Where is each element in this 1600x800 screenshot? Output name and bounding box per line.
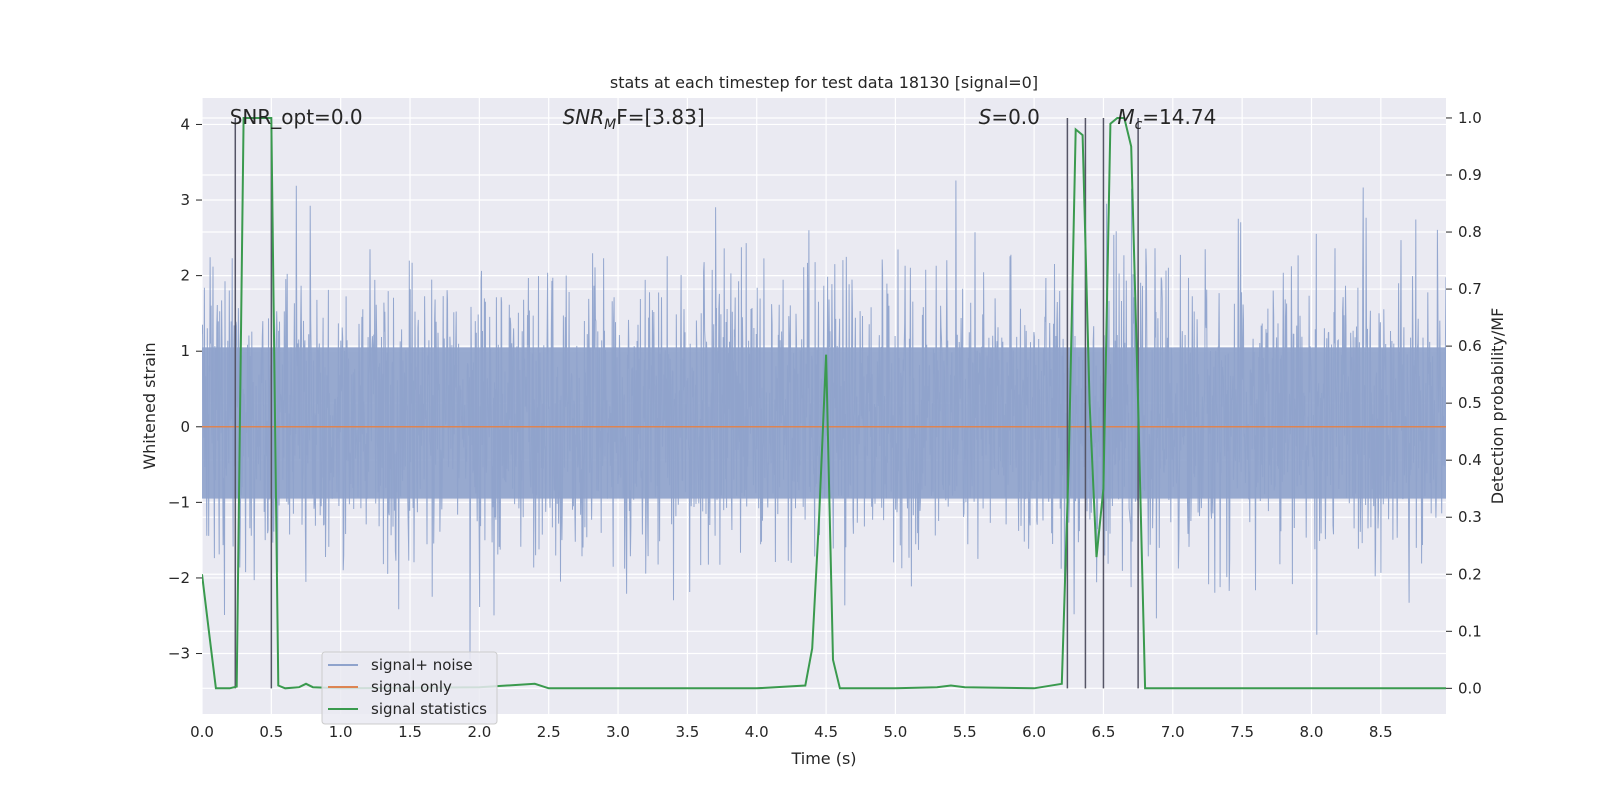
y-axis-right-label: Detection probability/MF	[1488, 308, 1507, 505]
y-right-tick-label: 0.5	[1458, 394, 1482, 412]
legend-label-signal-statistics: signal statistics	[371, 700, 487, 718]
y-right-tick-label: 0.0	[1458, 679, 1482, 697]
x-tick-label: 5.5	[953, 723, 977, 741]
annotation-3: Mc=14.74	[1117, 105, 1216, 133]
x-tick-label: 0.0	[190, 723, 214, 741]
x-tick-label: 4.0	[745, 723, 769, 741]
series-signal-statistics	[202, 117, 1446, 690]
annotation-1: SNRMF=[3.83]	[563, 105, 705, 133]
x-tick-label: 6.0	[1022, 723, 1046, 741]
x-tick-label: 1.0	[329, 723, 353, 741]
annotation-2: S=0.0	[979, 105, 1040, 129]
y-right-tick-label: 0.6	[1458, 337, 1482, 355]
y-axis-left-label: Whitened strain	[140, 342, 159, 469]
y-left-tick-label: 3	[180, 191, 190, 209]
legend-box	[321, 651, 498, 725]
y-axis-left: −3 −2 −1 0 1 2 3 4	[168, 115, 202, 663]
y-left-tick-label: −3	[168, 645, 190, 663]
y-left-tick-label: −2	[168, 569, 190, 587]
legend: signal+ noise signal only signal statist…	[321, 651, 498, 725]
x-tick-label: 4.5	[814, 723, 838, 741]
x-tick-label: 3.5	[675, 723, 699, 741]
legend-label-signal-plus-noise: signal+ noise	[371, 656, 473, 674]
x-tick-label: 8.5	[1369, 723, 1393, 741]
signal-statistics-line	[202, 117, 1446, 690]
x-tick-label: 3.0	[606, 723, 630, 741]
chart-title: stats at each timestep for test data 181…	[610, 73, 1038, 92]
y-left-tick-label: 2	[180, 267, 190, 285]
y-left-tick-label: 0	[180, 418, 190, 436]
x-axis: 0.0 0.5 1.0 1.5 2.0 2.5 3.0 3.5 4.0 4.5 5.0 5.5 6.0 6…	[190, 723, 1393, 741]
x-tick-label: 0.5	[259, 723, 283, 741]
x-axis-label: Time (s)	[790, 749, 856, 768]
x-tick-label: 7.5	[1230, 723, 1254, 741]
y-left-tick-label: 1	[180, 342, 190, 360]
x-tick-label: 6.5	[1092, 723, 1116, 741]
y-left-tick-label: 4	[180, 115, 190, 133]
x-tick-label: 1.5	[398, 723, 422, 741]
y-left-tick-label: −1	[168, 493, 190, 511]
annotation-0: SNR_opt=0.0	[230, 105, 363, 129]
y-right-tick-label: 0.1	[1458, 622, 1482, 640]
y-right-tick-label: 0.7	[1458, 280, 1482, 298]
legend-label-signal-only: signal only	[371, 678, 452, 696]
annotations: SNR_opt=0.0 SNRMF=[3.83] S=0.0 Mc=14.74	[230, 105, 1217, 133]
x-tick-label: 2.5	[537, 723, 561, 741]
y-right-tick-label: 0.8	[1458, 223, 1482, 241]
x-tick-label: 8.0	[1300, 723, 1324, 741]
x-tick-label: 7.0	[1161, 723, 1185, 741]
y-right-tick-label: 0.2	[1458, 565, 1482, 583]
x-tick-label: 2.0	[467, 723, 491, 741]
y-right-tick-label: 0.3	[1458, 508, 1482, 526]
y-right-tick-label: 1.0	[1458, 109, 1482, 127]
y-right-tick-label: 0.9	[1458, 166, 1482, 184]
y-axis-right: 0.0 0.1 0.2 0.3 0.4 0.5 0.6 0.7 0.8 0.9 1.0	[1446, 109, 1482, 697]
x-tick-label: 5.0	[883, 723, 907, 741]
y-right-tick-label: 0.4	[1458, 451, 1482, 469]
